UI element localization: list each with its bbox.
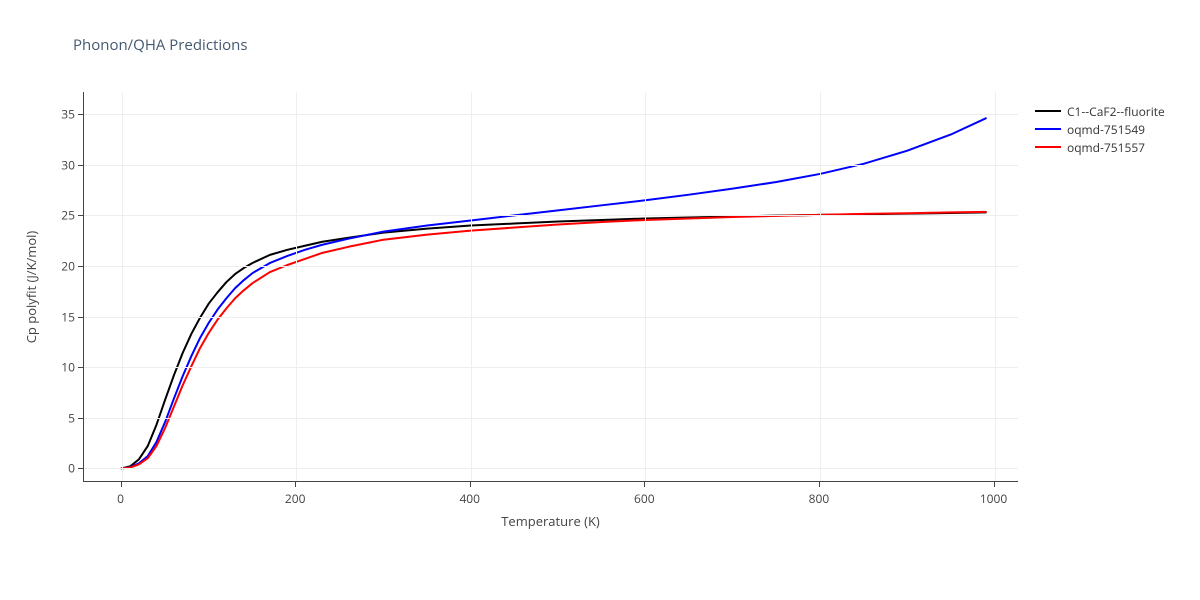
- series-line: [122, 118, 986, 468]
- y-tick-label: 10: [53, 359, 75, 376]
- y-tick-label: 0: [53, 460, 75, 477]
- y-tick: [78, 418, 83, 419]
- x-tick: [295, 482, 296, 487]
- x-tick: [470, 482, 471, 487]
- y-tick: [78, 114, 83, 115]
- legend-item[interactable]: oqmd-751549: [1035, 120, 1165, 138]
- y-tick: [78, 266, 83, 267]
- grid-line-horizontal: [84, 165, 1018, 166]
- y-axis-label: Cp polyfit (J/K/mol): [22, 231, 40, 344]
- legend-label: C1--CaF2--fluorite: [1067, 103, 1165, 120]
- grid-line-vertical: [296, 92, 297, 481]
- legend-item[interactable]: oqmd-751557: [1035, 138, 1165, 156]
- legend-swatch: [1035, 110, 1061, 112]
- y-tick: [78, 215, 83, 216]
- y-tick-label: 5: [53, 409, 75, 426]
- x-tick: [819, 482, 820, 487]
- grid-line-vertical: [471, 92, 472, 481]
- y-tick-label: 35: [53, 106, 75, 123]
- x-tick-label: 800: [809, 490, 830, 507]
- x-tick-label: 1000: [980, 490, 1007, 507]
- chart-title: Phonon/QHA Predictions: [73, 35, 248, 55]
- grid-line-vertical: [995, 92, 996, 481]
- x-tick-label: 600: [634, 490, 655, 507]
- grid-line-horizontal: [84, 367, 1018, 368]
- legend-swatch: [1035, 128, 1061, 130]
- y-tick-label: 15: [53, 308, 75, 325]
- grid-line-vertical: [820, 92, 821, 481]
- y-tick-label: 30: [53, 156, 75, 173]
- legend: C1--CaF2--fluoriteoqmd-751549oqmd-751557: [1035, 102, 1165, 156]
- x-tick: [121, 482, 122, 487]
- series-line: [122, 212, 986, 468]
- x-tick: [644, 482, 645, 487]
- x-tick-label: 200: [285, 490, 306, 507]
- legend-item[interactable]: C1--CaF2--fluorite: [1035, 102, 1165, 120]
- x-tick-label: 400: [459, 490, 480, 507]
- grid-line-horizontal: [84, 418, 1018, 419]
- grid-line-vertical: [645, 92, 646, 481]
- grid-line-horizontal: [84, 468, 1018, 469]
- grid-line-horizontal: [84, 266, 1018, 267]
- x-tick: [994, 482, 995, 487]
- y-tick-label: 20: [53, 258, 75, 275]
- series-line: [122, 212, 986, 468]
- grid-line-horizontal: [84, 317, 1018, 318]
- x-axis-label: Temperature (K): [501, 512, 600, 530]
- grid-line-vertical: [122, 92, 123, 481]
- legend-label: oqmd-751557: [1067, 139, 1145, 156]
- y-tick: [78, 367, 83, 368]
- plot-area: [83, 92, 1018, 482]
- x-tick-label: 0: [117, 490, 124, 507]
- legend-label: oqmd-751549: [1067, 121, 1145, 138]
- y-tick: [78, 468, 83, 469]
- y-tick: [78, 317, 83, 318]
- grid-line-horizontal: [84, 215, 1018, 216]
- legend-swatch: [1035, 146, 1061, 148]
- grid-line-horizontal: [84, 114, 1018, 115]
- y-tick: [78, 165, 83, 166]
- line-traces: [84, 92, 1019, 482]
- y-tick-label: 25: [53, 207, 75, 224]
